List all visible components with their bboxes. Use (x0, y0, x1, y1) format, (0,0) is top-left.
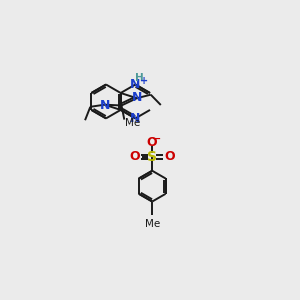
Text: N: N (129, 112, 140, 125)
Text: Me: Me (145, 219, 160, 229)
Text: Me: Me (125, 118, 140, 128)
Text: H: H (135, 73, 144, 82)
Text: N: N (99, 99, 110, 112)
Text: O: O (165, 150, 175, 164)
Text: N: N (129, 78, 140, 91)
Text: O: O (129, 150, 140, 164)
Text: N: N (132, 91, 142, 104)
Text: O: O (146, 136, 157, 149)
Text: +: + (140, 76, 148, 86)
Text: −: − (152, 134, 161, 143)
Text: S: S (147, 150, 157, 164)
